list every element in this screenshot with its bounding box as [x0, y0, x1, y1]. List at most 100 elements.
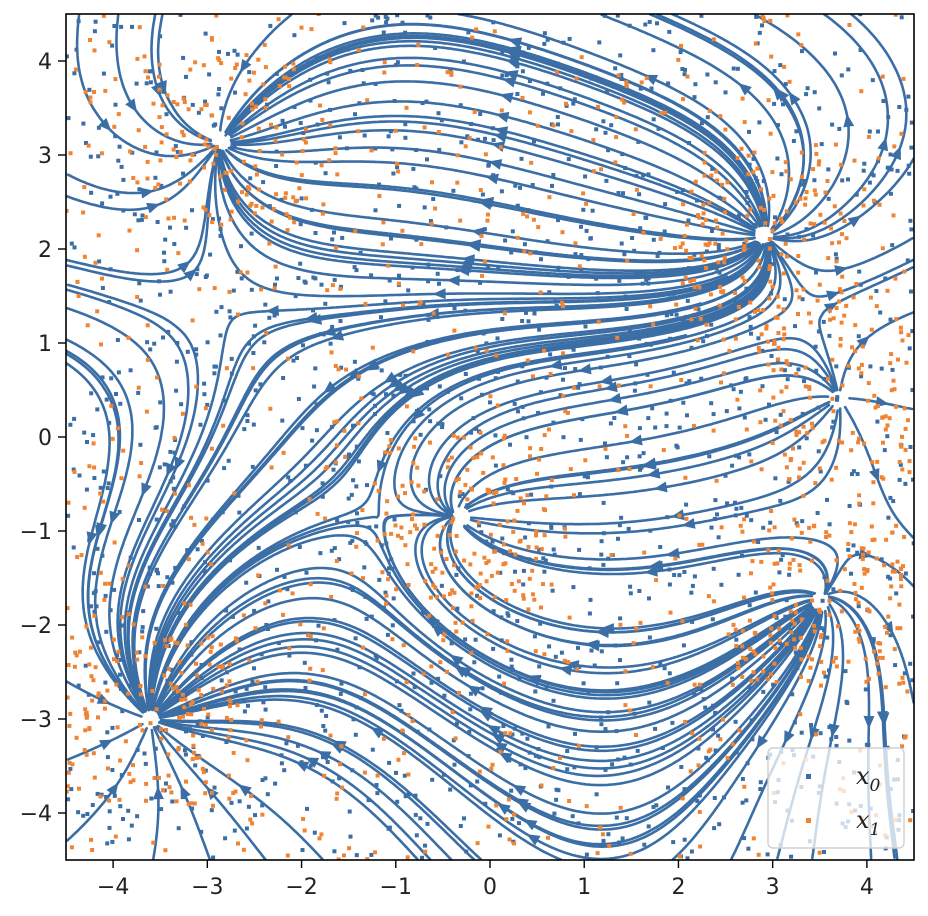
point-x0: [886, 515, 891, 520]
point-x0: [881, 99, 886, 103]
point-x0: [521, 568, 526, 573]
point-x1: [247, 658, 252, 663]
point-x1: [528, 251, 533, 256]
point-x0: [81, 813, 86, 818]
point-x1: [330, 283, 335, 288]
point-x0: [889, 167, 894, 172]
point-x0: [293, 510, 298, 515]
point-x1: [897, 602, 902, 607]
point-x0: [716, 243, 721, 247]
point-x1: [469, 591, 474, 596]
point-x0: [756, 336, 761, 341]
point-x0: [827, 668, 831, 673]
legend-marker: [806, 818, 811, 823]
point-x1: [199, 641, 204, 646]
point-x1: [272, 286, 277, 291]
point-x0: [229, 800, 234, 805]
point-x0: [195, 267, 200, 272]
point-x0: [274, 149, 279, 154]
point-x1: [411, 461, 416, 465]
point-x1: [853, 349, 858, 354]
point-x1: [634, 733, 638, 737]
point-x0: [338, 319, 343, 323]
point-x1: [120, 615, 125, 620]
point-x0: [509, 664, 514, 669]
point-x1: [338, 286, 343, 291]
point-x0: [110, 725, 115, 730]
point-x0: [458, 824, 463, 828]
point-x0: [484, 539, 489, 544]
point-x0: [134, 81, 139, 86]
point-x0: [735, 66, 740, 71]
point-x0: [717, 270, 722, 275]
point-x1: [375, 538, 380, 543]
point-x1: [159, 125, 164, 130]
point-x1: [415, 465, 420, 470]
point-x1: [501, 463, 506, 468]
point-x1: [853, 629, 858, 634]
point-x0: [244, 826, 249, 831]
point-x1: [844, 236, 849, 241]
point-x0: [97, 259, 102, 264]
point-x0: [370, 747, 375, 752]
point-x1: [176, 745, 181, 750]
point-x1: [157, 775, 161, 780]
point-x0: [769, 354, 774, 358]
point-x1: [183, 697, 188, 702]
point-x0: [554, 303, 559, 308]
point-x0: [737, 406, 742, 411]
point-x1: [467, 136, 472, 141]
streamline-arrow: [512, 784, 527, 796]
point-x1: [901, 564, 905, 569]
point-x0: [710, 166, 715, 171]
point-x1: [211, 161, 216, 166]
point-x1: [177, 716, 182, 720]
point-x0: [885, 434, 890, 439]
point-x0: [165, 575, 170, 580]
point-x1: [494, 803, 499, 808]
point-x0: [716, 246, 721, 251]
point-x0: [619, 241, 624, 246]
point-x0: [319, 708, 324, 713]
point-x0: [158, 34, 163, 39]
x-tick-label: 0: [483, 875, 497, 900]
point-x1: [803, 384, 808, 389]
point-x0: [712, 796, 717, 800]
point-x0: [339, 284, 343, 289]
point-x0: [314, 402, 319, 407]
point-x0: [550, 183, 554, 188]
point-x0: [480, 686, 485, 691]
point-x1: [877, 649, 882, 654]
point-x1: [260, 205, 265, 210]
point-x0: [169, 522, 174, 527]
point-x0: [228, 315, 233, 320]
point-x1: [782, 64, 787, 69]
point-x0: [463, 372, 468, 376]
point-x0: [542, 569, 547, 574]
point-x0: [503, 238, 508, 243]
point-x0: [907, 346, 912, 351]
point-x0: [219, 106, 224, 111]
point-x1: [784, 169, 789, 174]
point-x0: [414, 237, 419, 242]
point-x0: [800, 411, 805, 416]
point-x0: [620, 836, 625, 841]
point-x0: [653, 425, 658, 430]
point-x1: [773, 646, 778, 651]
point-x0: [520, 69, 525, 74]
point-x1: [784, 254, 789, 259]
point-x0: [736, 572, 741, 577]
point-x0: [403, 30, 408, 35]
point-x0: [434, 314, 439, 319]
point-x1: [325, 465, 330, 469]
point-x1: [304, 196, 309, 201]
streamline-arrow: [507, 37, 522, 49]
point-x0: [205, 340, 210, 345]
point-x1: [79, 553, 84, 558]
point-x0: [816, 449, 821, 454]
point-x1: [382, 70, 387, 75]
streamline-arrow: [125, 98, 137, 113]
point-x0: [871, 637, 876, 642]
point-x0: [819, 142, 824, 147]
